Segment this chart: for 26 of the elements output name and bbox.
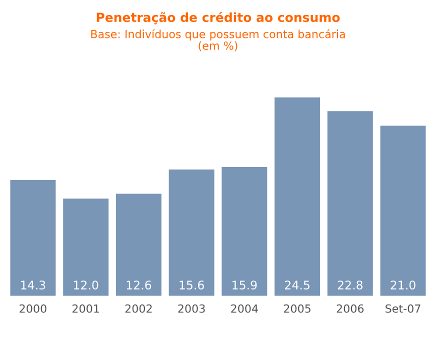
x-tick-label: 2004 — [231, 304, 258, 313]
data-label: 24.5 — [285, 280, 310, 290]
chart-subtitle: Base: Indivíduos que possuem conta bancária (em %) — [91, 29, 345, 52]
bar — [380, 126, 426, 296]
bar — [116, 194, 162, 296]
data-label: 21.0 — [390, 280, 416, 290]
x-tick-label: 2001 — [72, 304, 99, 313]
x-tick-label: 2005 — [284, 304, 310, 313]
x-tick-label: Set-07 — [386, 304, 420, 313]
bar — [63, 198, 109, 296]
data-label: 12.6 — [126, 280, 152, 290]
bar — [274, 97, 320, 296]
x-tick-label: 2006 — [336, 304, 364, 313]
bar — [168, 169, 214, 296]
bar — [10, 180, 56, 296]
bar — [327, 111, 373, 296]
chart-title: Penetração de crédito ao consumo — [96, 12, 340, 24]
data-label: 14.3 — [21, 280, 46, 290]
bar — [222, 167, 268, 296]
x-tick-label: 2003 — [178, 304, 205, 313]
x-tick-label: 2002 — [125, 304, 152, 313]
data-label: 15.6 — [180, 280, 204, 290]
data-label: 22.8 — [338, 280, 362, 290]
x-tick-label: 2000 — [20, 304, 46, 313]
data-label: 12.0 — [74, 280, 98, 290]
data-label: 15.9 — [232, 280, 257, 290]
